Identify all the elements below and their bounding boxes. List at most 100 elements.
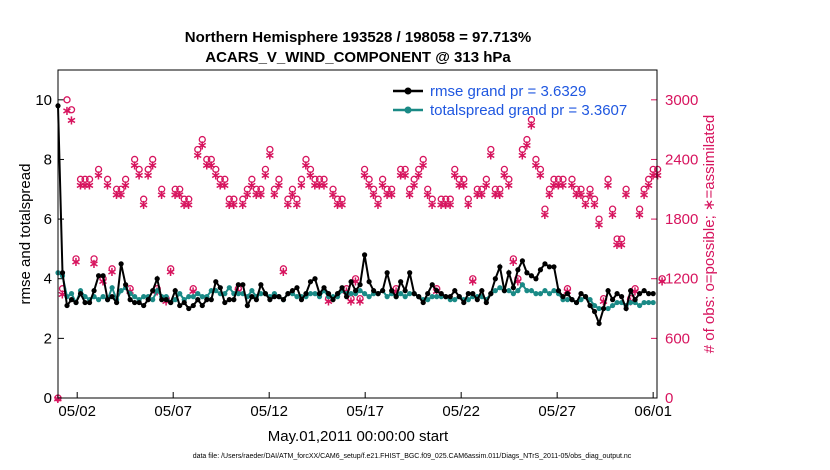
obs-assimilated-point: ∗	[553, 178, 564, 193]
obs-assimilated-point: ∗	[255, 188, 266, 203]
plot-frame	[57, 69, 658, 399]
obs-possible-point	[374, 195, 382, 203]
obs-possible-point	[590, 195, 599, 203]
rmse-point	[366, 279, 372, 285]
obs-assimilated-point: ∗	[111, 188, 122, 203]
x-tick-label: 05/27	[538, 403, 576, 420]
rmse-point	[501, 288, 507, 294]
obs-possible-point	[473, 185, 481, 193]
obs-assimilated-point: ∗	[107, 265, 118, 280]
rmse-point	[190, 302, 196, 309]
obs-possible-point	[365, 175, 373, 183]
totalspread-point	[564, 297, 571, 303]
rmse-point	[150, 288, 156, 294]
obs-assimilated-point: ∗	[269, 188, 280, 203]
rmse-point	[646, 291, 652, 297]
x-axis-label: May.01,2011 00:00:00 start	[268, 428, 449, 445]
rmse-point	[555, 288, 562, 294]
obs-assimilated-point: ∗	[278, 265, 289, 280]
rmse-point	[258, 282, 264, 288]
obs-possible-point	[437, 195, 445, 203]
totalspread-point	[605, 305, 611, 312]
rmse-point	[181, 299, 187, 306]
rmse-point	[578, 291, 584, 297]
rmse-point	[132, 299, 138, 306]
obs-assimilated-point: ∗	[242, 188, 253, 203]
obs-assimilated-point: ∗	[368, 188, 379, 203]
obs-possible-point	[338, 195, 346, 203]
obs-assimilated-point: ∗	[639, 188, 650, 203]
chart-title-line2: ACARS_V_WIND_COMPONENT @ 313 hPa	[205, 49, 511, 66]
rmse-point	[375, 291, 381, 297]
rmse-point	[303, 291, 309, 297]
obs-assimilated-point: ∗	[310, 178, 321, 193]
obs-assimilated-point: ∗	[350, 275, 361, 290]
obs-assimilated-point: ∗	[165, 265, 176, 280]
rmse-point	[244, 302, 250, 309]
totalspread-point	[294, 294, 300, 300]
x-tick-label: 05/12	[250, 403, 288, 420]
rmse-point	[411, 291, 417, 297]
obs-possible-point	[140, 195, 148, 203]
obs-possible-point	[442, 195, 450, 203]
obs-possible-point	[523, 135, 531, 144]
obs-assimilated-point: ∗	[170, 188, 181, 203]
obs-possible-point	[252, 185, 261, 193]
obs-possible-point	[311, 175, 319, 183]
rmse-point	[560, 294, 566, 300]
x-axis: 05/02 05/07 05/12 05/17 05/22 05/27 06/01	[58, 392, 672, 420]
rmse-point	[123, 282, 129, 288]
obs-assimilated-point: ∗	[571, 188, 582, 203]
obs-possible-point	[85, 175, 94, 183]
rmse-point	[488, 291, 494, 297]
rmse-point	[316, 291, 323, 297]
obs-assimilated-point: ∗	[246, 178, 257, 193]
legend-rmse-label: rmse grand pr = 3.6329	[430, 83, 586, 100]
totalspread-point	[510, 291, 516, 297]
obs-assimilated-point: ∗	[621, 188, 632, 203]
totalspread-point	[141, 294, 147, 300]
rmse-point	[271, 294, 278, 300]
obs-assimilated-point: ∗	[409, 178, 420, 193]
obs-possible-point	[536, 165, 545, 174]
rmse-point	[515, 267, 521, 273]
obs-assimilated-point: ∗	[391, 285, 402, 300]
rmse-point	[641, 288, 647, 294]
obs-assimilated-point: ∗	[287, 188, 298, 203]
totalspread-point	[150, 297, 156, 303]
obs-assimilated-point: ∗	[210, 168, 221, 183]
obs-possible-point	[108, 265, 116, 273]
rmse-point	[68, 297, 75, 303]
rmse-point	[443, 294, 449, 300]
totalspread-point	[177, 291, 183, 297]
obs-assimilated-point: ∗	[120, 178, 131, 193]
rmse-point	[109, 294, 115, 300]
rmse-point	[249, 294, 255, 300]
obs-possible-point	[194, 145, 202, 154]
obs-possible-point	[189, 285, 197, 293]
y-right-tick-label: 3000	[665, 92, 698, 109]
rmse-point	[605, 288, 611, 294]
rmse-point	[398, 279, 404, 285]
rmse-point	[195, 297, 201, 303]
obs-possible-point	[279, 265, 288, 273]
rmse-point	[213, 279, 219, 285]
obs-possible-point	[577, 185, 585, 193]
obs-possible-point	[207, 155, 215, 164]
obs-possible-point	[117, 185, 125, 193]
rmse-point	[289, 288, 296, 294]
y-right-tick-label: 2400	[665, 151, 698, 168]
obs-assimilated-point: ∗	[558, 178, 569, 193]
y-axis-right-label: # of obs: o=possible; ∗=assimilated	[701, 115, 718, 354]
rmse-point	[357, 282, 363, 288]
obs-assimilated-point: ∗	[612, 238, 623, 253]
obs-assimilated-point: ∗	[116, 188, 127, 203]
obs-possible-point	[581, 195, 590, 203]
rmse-point	[533, 276, 539, 282]
rmse-point	[519, 258, 526, 264]
totalspread-point	[190, 294, 196, 300]
totalspread-point	[199, 294, 205, 300]
totalspread-point	[637, 302, 643, 309]
obs-assimilated-point: ∗	[251, 188, 262, 203]
obs-assimilated-point: ∗	[323, 295, 334, 310]
